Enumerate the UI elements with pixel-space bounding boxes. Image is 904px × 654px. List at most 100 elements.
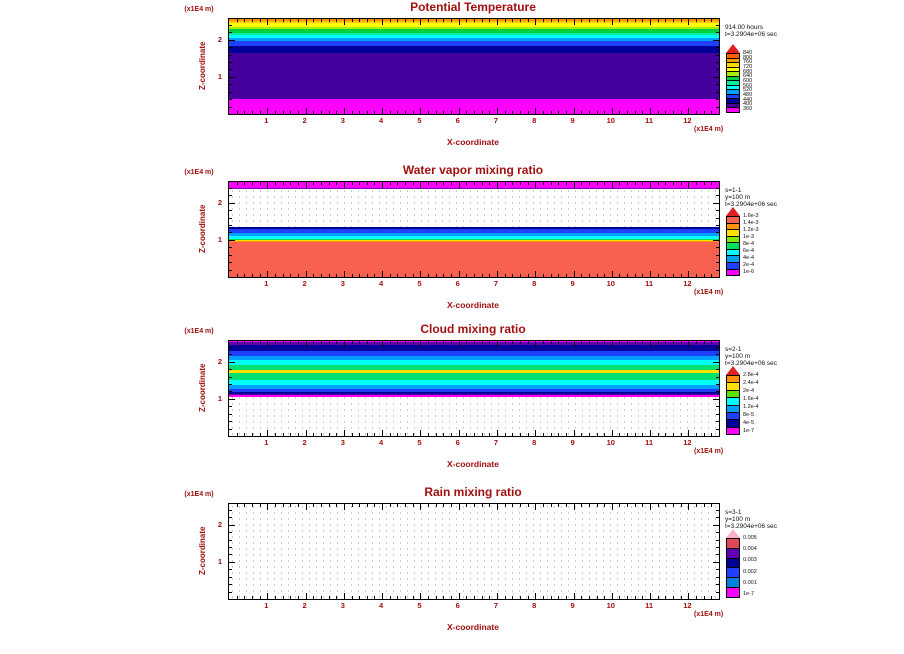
tick-mark (305, 430, 307, 436)
tick-mark (619, 433, 621, 436)
tick-mark (711, 433, 713, 436)
tick-mark (588, 504, 590, 507)
tick-mark (466, 596, 468, 599)
tick-mark (305, 593, 307, 599)
contour-band (229, 35, 719, 39)
tick-mark (688, 593, 690, 599)
tick-mark (382, 341, 384, 347)
tick-mark (267, 593, 269, 599)
tick-mark (688, 341, 690, 347)
tick-mark (665, 341, 667, 344)
tick-mark (642, 182, 644, 185)
tick-mark (542, 111, 544, 114)
tick-mark (650, 182, 652, 188)
colorbar (726, 207, 740, 276)
tick-mark (650, 430, 652, 436)
tick-mark (374, 274, 376, 277)
annotations: 914.00 hours t=3.2904e+06 sec (725, 24, 901, 38)
tick-mark (581, 341, 583, 344)
colorbar-label: 0.003 (743, 557, 757, 564)
tick-mark (428, 182, 430, 185)
x-tick-label: 6 (455, 116, 460, 125)
tick-mark (259, 433, 261, 436)
tick-mark (290, 341, 292, 344)
plot-title: Potential Temperature (410, 0, 536, 14)
tick-mark (581, 19, 583, 22)
tick-mark (496, 504, 498, 510)
x-tick-label: 12 (683, 279, 692, 288)
tick-mark (489, 19, 491, 22)
tick-mark (711, 182, 713, 185)
tick-mark (596, 19, 598, 22)
contour-band (229, 241, 719, 243)
x-tick-label: 10 (606, 438, 615, 447)
tick-mark (343, 271, 345, 277)
x-tick-label: 11 (645, 279, 654, 288)
tick-mark (527, 19, 529, 22)
tick-mark (259, 504, 261, 507)
colorbar-label: 1e-7 (743, 591, 755, 597)
tick-mark (650, 271, 652, 277)
contour-band (229, 20, 719, 24)
contour-band (229, 228, 719, 234)
tick-mark (688, 182, 690, 188)
tick-mark (374, 504, 376, 507)
annotation-line: t=3.2904e+06 sec (725, 31, 778, 38)
tick-mark (716, 254, 719, 256)
tick-mark (481, 182, 483, 185)
tick-mark (259, 596, 261, 599)
tick-mark (282, 433, 284, 436)
tick-mark (443, 182, 445, 185)
tick-mark (535, 430, 537, 436)
tick-mark (696, 504, 698, 507)
colorbar-cell (727, 217, 739, 223)
tick-mark (259, 182, 261, 185)
colorbar-label: 1e-6 (743, 269, 755, 275)
colorbar-cell (727, 376, 739, 383)
tick-mark (466, 274, 468, 277)
tick-mark (550, 433, 552, 436)
tick-mark (229, 524, 235, 526)
tick-mark (619, 504, 621, 507)
tick-mark (716, 547, 719, 549)
tick-mark (443, 596, 445, 599)
tick-mark (336, 182, 338, 185)
tick-mark (716, 69, 719, 71)
tick-mark (451, 182, 453, 185)
x-tick-label: 1 (264, 438, 269, 447)
x-tick-label: 2 (302, 438, 307, 447)
contour-band (229, 359, 719, 366)
tick-mark (512, 504, 514, 507)
tick-mark (343, 341, 345, 347)
tick-mark (405, 111, 407, 114)
tick-mark (412, 341, 414, 344)
tick-mark (558, 182, 560, 185)
tick-mark (428, 504, 430, 507)
tick-mark (716, 247, 719, 249)
tick-mark (420, 504, 422, 510)
tick-mark (305, 341, 307, 347)
tick-mark (443, 274, 445, 277)
tick-mark (343, 108, 345, 114)
tick-mark (397, 19, 399, 22)
colorbar-cell (727, 242, 739, 249)
tick-mark (596, 596, 598, 599)
tick-mark (489, 341, 491, 344)
tick-mark (642, 433, 644, 436)
tick-mark (282, 504, 284, 507)
colorbar-cell (727, 419, 739, 427)
colorbar-label: 2.8e-4 (743, 372, 759, 378)
tick-mark (558, 504, 560, 507)
tick-mark (458, 108, 460, 114)
tick-mark (374, 341, 376, 344)
tick-mark (657, 19, 659, 22)
tick-mark (320, 274, 322, 277)
tick-mark (405, 341, 407, 344)
tick-mark (251, 111, 253, 114)
tick-mark (711, 19, 713, 22)
x-tick-label: 4 (379, 438, 384, 447)
colorbar-label: 0.002 (743, 568, 757, 575)
tick-mark (274, 111, 276, 114)
tick-mark (366, 596, 368, 599)
